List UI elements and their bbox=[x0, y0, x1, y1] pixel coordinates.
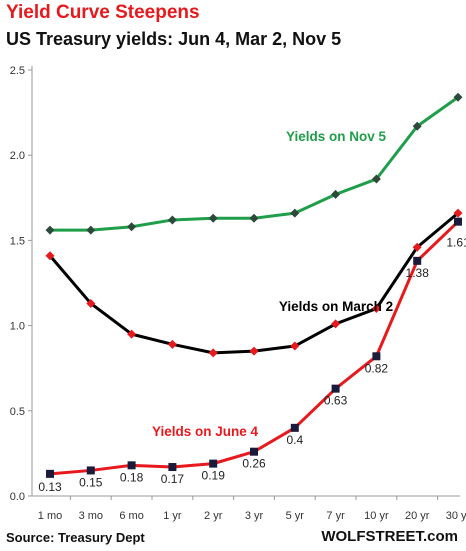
y-tick-label: 2.5 bbox=[10, 65, 25, 77]
data-point-jun4 bbox=[454, 217, 462, 226]
data-point-nov5 bbox=[290, 208, 300, 218]
data-point-mar2 bbox=[208, 348, 218, 358]
data-point-nov5 bbox=[45, 225, 55, 235]
data-label: 0.13 bbox=[38, 480, 62, 494]
data-label: 0.26 bbox=[242, 457, 266, 471]
data-point-nov5 bbox=[412, 121, 422, 131]
data-label: 0.15 bbox=[79, 475, 103, 489]
data-label: 0.4 bbox=[286, 433, 303, 447]
data-point-nov5 bbox=[249, 213, 259, 223]
y-tick-label: 0.5 bbox=[10, 406, 25, 418]
data-point-nov5 bbox=[86, 225, 96, 235]
x-tick-label: 7 yr bbox=[326, 510, 345, 522]
y-tick-label: 0.0 bbox=[10, 491, 25, 503]
data-point-jun4 bbox=[209, 459, 218, 468]
line-chart: 0.0 0.5 1.0 1.5 2.0 2.5 1 mo 3 mo 6 mo 1 yr 2 yr 3 … bbox=[10, 65, 466, 522]
data-label: 0.18 bbox=[120, 470, 144, 484]
series-line-mar2 bbox=[48, 211, 459, 355]
data-label: 1.61 bbox=[446, 236, 466, 250]
y-tick-label: 1.5 bbox=[10, 235, 25, 247]
data-point-jun4 bbox=[413, 256, 422, 265]
series-label-jun4: Yields on June 4 bbox=[152, 424, 259, 439]
x-tick-label: 3 mo bbox=[79, 510, 103, 522]
y-tick-label: 2.0 bbox=[10, 150, 25, 162]
data-point-mar2 bbox=[412, 242, 422, 252]
data-point-mar2 bbox=[249, 346, 259, 356]
data-point-jun4 bbox=[86, 466, 95, 475]
data-point-jun4 bbox=[372, 352, 381, 361]
data-point-mar2 bbox=[167, 339, 177, 349]
x-tick-label: 5 yr bbox=[286, 510, 305, 522]
data-point-mar2 bbox=[45, 251, 55, 261]
brand-logo-text: WOLFSTREET.com bbox=[321, 528, 458, 545]
data-point-nov5 bbox=[127, 222, 137, 232]
data-point-nov5 bbox=[167, 215, 177, 225]
data-label: 0.63 bbox=[324, 394, 348, 408]
data-point-nov5 bbox=[453, 92, 463, 102]
data-point-jun4 bbox=[46, 469, 54, 478]
x-tick-label: 20 yr bbox=[405, 510, 430, 522]
series-label-mar2: Yields on March 2 bbox=[279, 299, 393, 314]
data-point-nov5 bbox=[371, 174, 381, 184]
x-tick-label: 6 mo bbox=[119, 510, 143, 522]
y-tick-label: 1.0 bbox=[10, 321, 25, 333]
data-label: 1.38 bbox=[406, 266, 430, 280]
x-tick-label: 10 yr bbox=[364, 510, 389, 522]
data-point-mar2 bbox=[331, 319, 341, 329]
data-point-mar2 bbox=[371, 304, 381, 314]
data-point-mar2 bbox=[290, 341, 300, 351]
source-note: Source: Treasury Dept bbox=[6, 530, 145, 545]
data-point-jun4 bbox=[250, 447, 258, 456]
x-tick-label: 1 mo bbox=[38, 510, 62, 522]
data-point-jun4 bbox=[290, 423, 299, 432]
series-line-nov5 bbox=[50, 96, 459, 232]
data-label: 0.17 bbox=[161, 472, 185, 486]
data-point-jun4 bbox=[331, 384, 340, 393]
data-point-mar2 bbox=[127, 329, 137, 339]
x-tick-label: 2 yr bbox=[204, 510, 223, 522]
data-point-mar2 bbox=[453, 208, 463, 218]
data-point-jun4 bbox=[127, 461, 136, 470]
data-point-nov5 bbox=[331, 189, 341, 199]
x-tick-label: 1 yr bbox=[163, 510, 182, 522]
x-tick-label: 3 yr bbox=[245, 510, 264, 522]
data-label: 0.82 bbox=[365, 361, 389, 375]
data-label: 0.19 bbox=[202, 469, 226, 483]
data-point-mar2 bbox=[86, 298, 96, 308]
chart-subtitle: US Treasury yields: Jun 4, Mar 2, Nov 5 bbox=[6, 29, 342, 49]
x-tick-label: 30 yr bbox=[446, 510, 466, 522]
data-point-jun4 bbox=[168, 463, 177, 472]
data-point-nov5 bbox=[208, 213, 218, 223]
chart-title: Yield Curve Steepens bbox=[6, 2, 200, 23]
series-label-nov5: Yields on Nov 5 bbox=[286, 129, 387, 144]
